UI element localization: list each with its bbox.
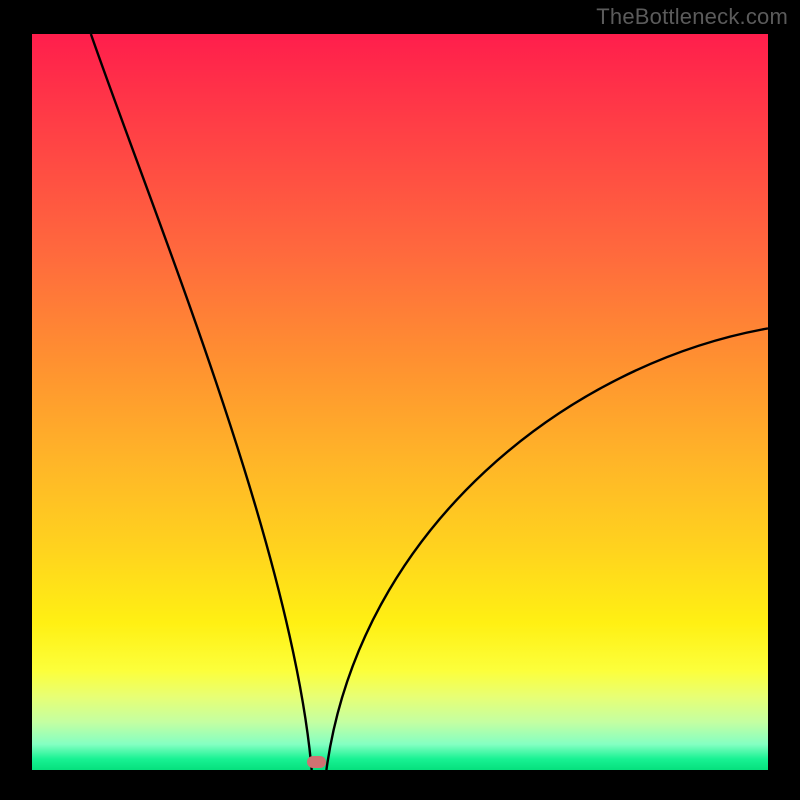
- watermark-text: TheBottleneck.com: [596, 4, 788, 30]
- optimal-marker: [307, 756, 326, 768]
- curve-right-branch: [326, 328, 768, 770]
- plot-area: [32, 34, 768, 770]
- curve-left-branch: [91, 34, 312, 770]
- bottleneck-curve: [32, 34, 768, 770]
